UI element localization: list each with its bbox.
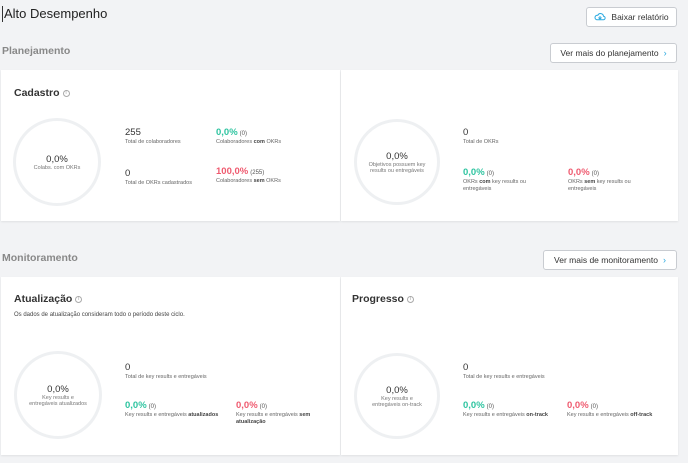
- view-more-planning-label: Ver mais do planejamento: [560, 48, 659, 58]
- donut-label: Key results e entregáveis on-track: [372, 395, 422, 408]
- total-kr-stat: 0 Total de key results e entregáveis: [125, 362, 207, 381]
- okrs-without-kr-stat: 0,0% (0) OKRs sem key results ou entregáv…: [568, 167, 658, 193]
- download-report-label: Baixar relatório: [611, 12, 669, 22]
- progress-card: Progresso i 0,0% Key results e entregáve…: [341, 277, 678, 455]
- stat-label-bold: com: [253, 139, 265, 145]
- chevron-right-icon: ›: [662, 255, 666, 265]
- stat-value: 0,0%: [216, 127, 238, 138]
- donut-value: 0,0%: [386, 150, 408, 162]
- stat-label-pre: Key results e entregáveis: [125, 412, 189, 418]
- donut-label: Objetivos possuem key results ou entregá…: [368, 161, 426, 174]
- update-card: Atualização i Os dados de atualização co…: [1, 277, 340, 455]
- info-icon[interactable]: i: [406, 295, 414, 303]
- info-icon[interactable]: i: [75, 295, 83, 303]
- total-okrs-stat: 0 Total de OKRs: [463, 127, 498, 146]
- update-title: Atualização i: [14, 293, 83, 305]
- objectives-card: 0,0% Objetivos possuem key results ou en…: [341, 70, 678, 221]
- update-title-text: Atualização: [14, 293, 73, 305]
- objectives-donut: 0,0% Objetivos possuem key results ou en…: [354, 119, 440, 205]
- stat-label-post: OKRs: [264, 139, 282, 145]
- stat-count: (0): [591, 171, 599, 177]
- stat-label-pre: Colaboradores: [216, 178, 254, 184]
- total-collaborators-stat: 255 Total de colaboradores: [125, 127, 181, 146]
- donut-label: Colabs. com OKRs: [33, 164, 81, 171]
- stat-value: 255: [125, 127, 141, 138]
- stat-label: Total de OKRs cadastrados: [125, 180, 192, 186]
- view-more-monitoring-button[interactable]: Ver mais de monitoramento ›: [543, 250, 677, 270]
- stat-label-pre: Key results e entregáveis: [236, 412, 300, 418]
- stat-count: (0): [148, 404, 156, 410]
- stat-label-bold: atualizados: [188, 412, 219, 418]
- view-more-monitoring-label: Ver mais de monitoramento: [554, 255, 658, 265]
- stat-value: 0: [463, 362, 469, 373]
- stat-label-bold: sem: [584, 179, 596, 185]
- chevron-right-icon: ›: [663, 48, 667, 58]
- stat-value: 0,0%: [568, 167, 590, 178]
- collabs-okrs-donut: 0,0% Colabs. com OKRs: [13, 118, 101, 206]
- stat-value: 0: [125, 168, 131, 179]
- view-more-planning-button[interactable]: Ver mais do planejamento ›: [550, 43, 677, 63]
- planning-section-title: Planejamento: [2, 45, 71, 57]
- stat-label-pre: OKRs: [463, 179, 480, 185]
- stat-label-pre: Key results e entregáveis: [463, 412, 527, 418]
- stat-value: 0: [463, 127, 469, 138]
- collab-with-okrs-stat: 0,0% (0) Colaboradores com OKRs: [216, 127, 281, 146]
- download-report-button[interactable]: Baixar relatório: [586, 7, 677, 27]
- stat-label: Total de colaboradores: [125, 139, 181, 145]
- collab-without-okrs-stat: 100,0% (255) Colaboradores sem OKRs: [216, 166, 281, 185]
- stat-label-bold: sem: [253, 178, 265, 184]
- stat-label-bold: off-track: [630, 412, 653, 418]
- registration-card: Cadastro i 0,0% Colabs. com OKRs 255 Tot…: [1, 70, 340, 221]
- stat-count: (0): [590, 404, 598, 410]
- stat-label-bold: sem atualização: [236, 412, 311, 425]
- stat-value: 0: [125, 362, 131, 373]
- stat-label-post: OKRs: [264, 178, 281, 184]
- stat-count: (0): [486, 404, 494, 410]
- stat-value: 0,0%: [463, 400, 485, 411]
- okrs-with-kr-stat: 0,0% (0) OKRs com key results ou entregáv…: [463, 167, 553, 193]
- stat-value: 0,0%: [567, 400, 589, 411]
- stat-value: 0,0%: [125, 400, 147, 411]
- stat-label-bold: com: [479, 179, 491, 185]
- total-kr-stat: 0 Total de key results e entregáveis: [463, 362, 545, 381]
- stat-label-post: key results ou entregáveis: [568, 179, 631, 192]
- stat-count: (0): [239, 131, 247, 137]
- stat-value: 0,0%: [463, 167, 485, 178]
- on-track-donut: 0,0% Key results e entregáveis on-track: [354, 353, 440, 439]
- stat-value: 100,0%: [216, 166, 249, 177]
- registration-title: Cadastro i: [14, 87, 70, 99]
- cloud-download-icon: [594, 13, 606, 21]
- progress-title-text: Progresso: [352, 293, 404, 305]
- stat-label-pre: Colaboradores: [216, 139, 254, 145]
- on-track-stat: 0,0% (0) Key results e entregáveis on-tra…: [463, 400, 558, 419]
- not-updated-stat: 0,0% (0) Key results e entregáveis sem at…: [236, 400, 336, 426]
- donut-label: Key results e entregáveis atualizados: [29, 394, 87, 407]
- monitoring-section-title: Monitoramento: [2, 252, 78, 264]
- stat-label-post: key results ou entregáveis: [463, 179, 526, 192]
- stat-label: Total de key results e entregáveis: [463, 374, 545, 380]
- stat-label-pre: Key results e entregáveis: [567, 412, 631, 418]
- donut-value: 0,0%: [46, 153, 68, 165]
- progress-title: Progresso i: [352, 293, 414, 305]
- donut-value: 0,0%: [386, 384, 408, 396]
- page-title: Alto Desempenho: [2, 6, 108, 22]
- off-track-stat: 0,0% (0) Key results e entregáveis off-tr…: [567, 400, 667, 419]
- stat-label: Total de OKRs: [463, 139, 499, 145]
- updated-stat: 0,0% (0) Key results e entregáveis atuali…: [125, 400, 220, 419]
- total-okrs-stat: 0 Total de OKRs cadastrados: [125, 168, 195, 187]
- update-subtitle: Os dados de atualização consideram todo …: [14, 312, 185, 318]
- registration-title-text: Cadastro: [14, 87, 60, 99]
- info-icon[interactable]: i: [62, 89, 70, 97]
- stat-label: Total de key results e entregáveis: [125, 374, 207, 380]
- stat-count: (0): [486, 171, 494, 177]
- updated-donut: 0,0% Key results e entregáveis atualizad…: [14, 351, 102, 439]
- stat-label-bold: on-track: [526, 412, 548, 418]
- stat-count: (255): [250, 170, 265, 176]
- stat-value: 0,0%: [236, 400, 258, 411]
- stat-label-pre: OKRs: [568, 179, 585, 185]
- stat-count: (0): [259, 404, 267, 410]
- donut-value: 0,0%: [47, 383, 69, 395]
